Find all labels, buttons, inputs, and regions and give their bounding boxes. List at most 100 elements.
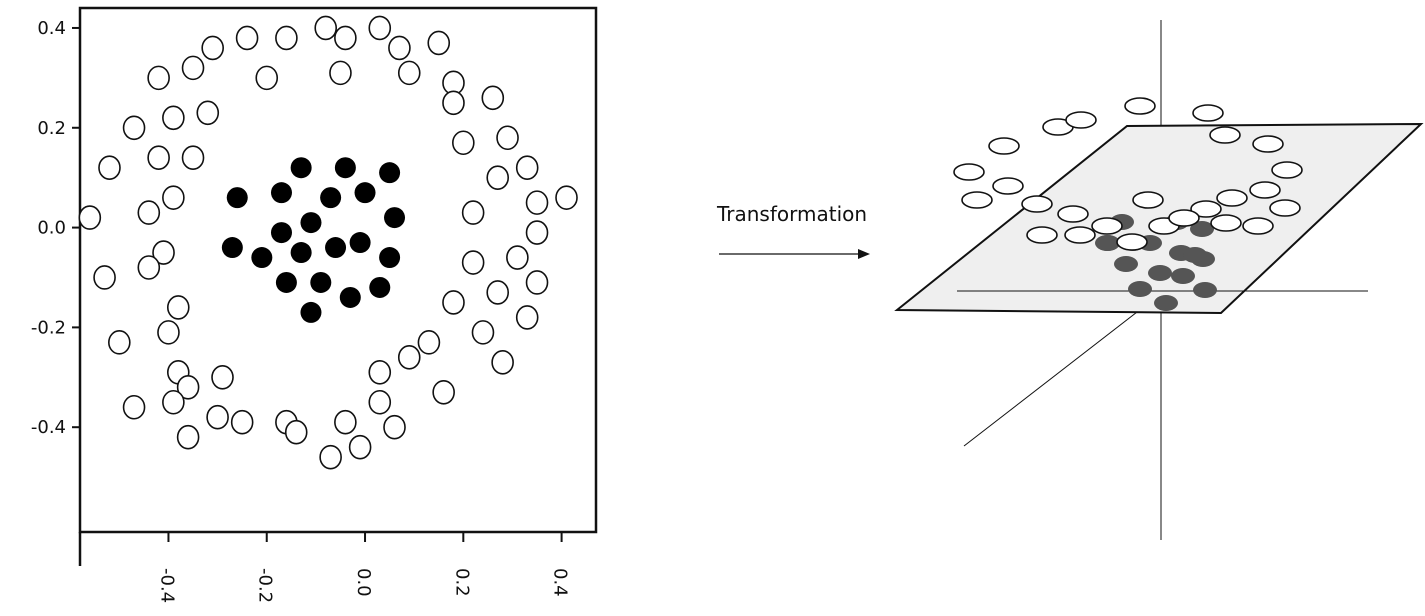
outer-point — [157, 320, 180, 345]
lifted-outer-point — [1124, 97, 1156, 115]
projected-inner-point — [1193, 282, 1217, 298]
inner-point — [384, 207, 406, 229]
outer-ring — [78, 15, 578, 470]
inner-point — [354, 182, 376, 204]
outer-point — [461, 200, 485, 225]
outer-point — [417, 330, 441, 355]
outer-point — [348, 434, 372, 460]
lifted-outer-point — [1249, 181, 1281, 199]
outer-point — [486, 165, 510, 190]
outer-point — [432, 379, 455, 405]
inner-point — [379, 247, 401, 269]
inner-point — [339, 286, 361, 308]
outer-point — [275, 25, 298, 51]
y-tick-label: 0.0 — [37, 218, 66, 239]
outer-point — [368, 360, 392, 385]
inner-point — [334, 157, 356, 179]
outer-point — [368, 15, 392, 41]
x-tick-label: 0.2 — [451, 568, 472, 597]
outer-point — [137, 200, 161, 225]
lifted-outer-point — [1132, 191, 1164, 209]
outer-point — [486, 280, 510, 305]
outer-point — [525, 220, 549, 245]
outer-point — [314, 15, 338, 41]
outer-point — [461, 250, 485, 275]
outer-point — [397, 60, 421, 86]
outer-point — [525, 270, 549, 295]
transformation-arrow: Transformation — [716, 202, 870, 259]
outer-point — [108, 330, 131, 355]
outer-point — [555, 185, 578, 210]
x-tick-label: -0.4 — [156, 568, 177, 603]
arrow-head — [858, 249, 870, 259]
inner-point — [290, 242, 312, 264]
outer-point — [496, 125, 519, 151]
outer-point — [397, 345, 421, 370]
projected-inner-point — [1128, 281, 1152, 297]
outer-point — [122, 115, 146, 141]
inner-point — [349, 232, 371, 254]
outer-point — [162, 389, 185, 415]
projected-inner-point — [1171, 268, 1195, 284]
lifted-outer-point — [1252, 135, 1284, 153]
outer-point — [162, 105, 185, 131]
outer-point — [481, 85, 505, 111]
outer-point — [334, 25, 357, 51]
outer-point — [368, 389, 392, 415]
outer-point — [506, 245, 529, 270]
inner-point — [270, 182, 292, 204]
outer-point — [98, 155, 121, 180]
outer-point — [334, 409, 357, 435]
inner-point — [379, 162, 401, 184]
inner-point — [275, 271, 297, 293]
lifted-outer-point — [1021, 195, 1053, 213]
outer-point — [176, 424, 200, 450]
lifted-outer-point — [961, 191, 993, 209]
outer-point — [319, 444, 342, 470]
outer-point — [452, 130, 475, 156]
lifted-outer-point — [1210, 214, 1242, 232]
outer-point — [196, 100, 220, 126]
inner-point — [300, 301, 322, 323]
outer-point — [176, 374, 200, 400]
x-tick-label: -0.2 — [255, 568, 276, 603]
3d-panel — [894, 20, 1424, 540]
projected-inner-point — [1148, 265, 1172, 281]
outer-point — [162, 185, 185, 210]
x-tick-label: 0.4 — [550, 568, 571, 597]
lifted-outer-point — [1026, 226, 1058, 244]
y-tick-label: 0.2 — [37, 118, 66, 139]
y-axis-ticks: 0.4 0.2 0.0 -0.2 -0.4 — [31, 18, 80, 438]
lifted-outer-point — [1065, 111, 1097, 129]
lifted-outer-point — [1242, 217, 1274, 235]
outer-point — [201, 35, 224, 61]
outer-point — [147, 145, 170, 171]
projected-inner-point — [1183, 247, 1207, 263]
inner-point — [270, 222, 292, 244]
projected-inner-point — [1114, 256, 1138, 272]
lifted-outer-points — [953, 97, 1303, 251]
outer-point — [206, 404, 229, 430]
outer-point — [383, 414, 406, 440]
lifted-outer-point — [1116, 233, 1148, 251]
outer-point — [181, 55, 205, 81]
inner-point — [226, 187, 248, 209]
lifted-outer-point — [988, 137, 1020, 155]
inner-point — [300, 212, 322, 234]
lifted-outer-point — [1064, 226, 1096, 244]
x-axis-ticks: -0.4 -0.2 0.0 0.2 0.4 — [156, 532, 571, 603]
outer-point — [491, 350, 514, 375]
lifted-outer-point — [1091, 217, 1123, 235]
outer-point — [471, 320, 495, 345]
lifted-outer-point — [1271, 161, 1303, 179]
lifted-outer-point — [953, 163, 985, 181]
inner-point — [290, 157, 312, 179]
outer-point — [442, 290, 465, 315]
y-tick-label: -0.2 — [31, 317, 66, 338]
transformation-label: Transformation — [716, 202, 867, 226]
projected-inner-point — [1190, 221, 1214, 237]
inner-point — [325, 237, 347, 259]
outer-point — [255, 65, 279, 91]
outer-point — [211, 364, 234, 390]
